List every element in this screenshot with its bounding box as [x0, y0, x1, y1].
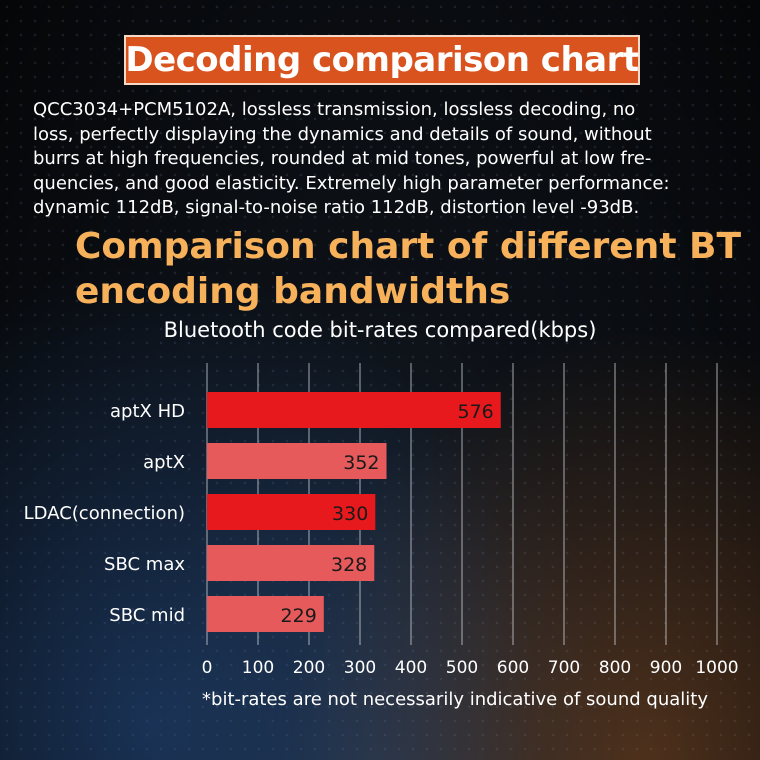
x-tick-label: 700 — [548, 658, 580, 678]
x-tick-label: 600 — [497, 658, 529, 678]
x-tick-label: 800 — [599, 658, 631, 678]
x-tick-label: 900 — [650, 658, 682, 678]
x-tick-label: 0 — [202, 658, 213, 678]
description-line: quencies, and good elasticity. Extremely… — [33, 172, 670, 194]
x-tick-label: 100 — [242, 658, 274, 678]
x-tick-label: 200 — [293, 658, 325, 678]
data-label: 352 — [343, 452, 379, 474]
bar — [207, 494, 376, 530]
data-label: 576 — [457, 401, 493, 423]
category-label: aptX HD — [110, 401, 185, 422]
bar — [207, 392, 501, 428]
description-text: QCC3034+PCM5102A, lossless transmission,… — [33, 98, 733, 221]
header-banner: Decoding comparison chart — [124, 35, 640, 85]
x-tick-label: 300 — [344, 658, 376, 678]
x-tick-label: 1000 — [695, 658, 738, 678]
footnote: *bit-rates are not necessarily indicativ… — [202, 689, 708, 710]
section-title: Comparison chart of different BT encodin… — [75, 224, 742, 314]
chart-title: Bluetooth code bit-rates compared(kbps) — [163, 318, 597, 342]
data-label: 330 — [332, 503, 368, 525]
category-label: SBC mid — [109, 605, 185, 626]
data-label: 328 — [331, 554, 367, 576]
bar — [207, 596, 324, 632]
description-line: dynamic 112dB, signal-to-noise ratio 112… — [33, 197, 640, 218]
description-line: QCC3034+PCM5102A, lossless transmission,… — [33, 99, 636, 120]
data-label: 229 — [281, 605, 317, 627]
category-label: LDAC(connection) — [24, 503, 185, 524]
bar — [207, 545, 375, 581]
section-title-line: encoding bandwidths — [75, 271, 511, 312]
category-label: aptX — [143, 452, 185, 473]
section-title-line: Comparison chart of different BT — [75, 226, 742, 267]
x-tick-label: 400 — [395, 658, 427, 678]
header-title: Decoding comparison chart — [125, 40, 639, 80]
category-label: SBC max — [104, 554, 185, 575]
description-line: burrs at high frequencies, rounded at mi… — [33, 148, 652, 169]
x-tick-label: 500 — [446, 658, 478, 678]
description-line: loss, perfectly displaying the dynamics … — [33, 123, 652, 145]
bar — [207, 443, 387, 479]
